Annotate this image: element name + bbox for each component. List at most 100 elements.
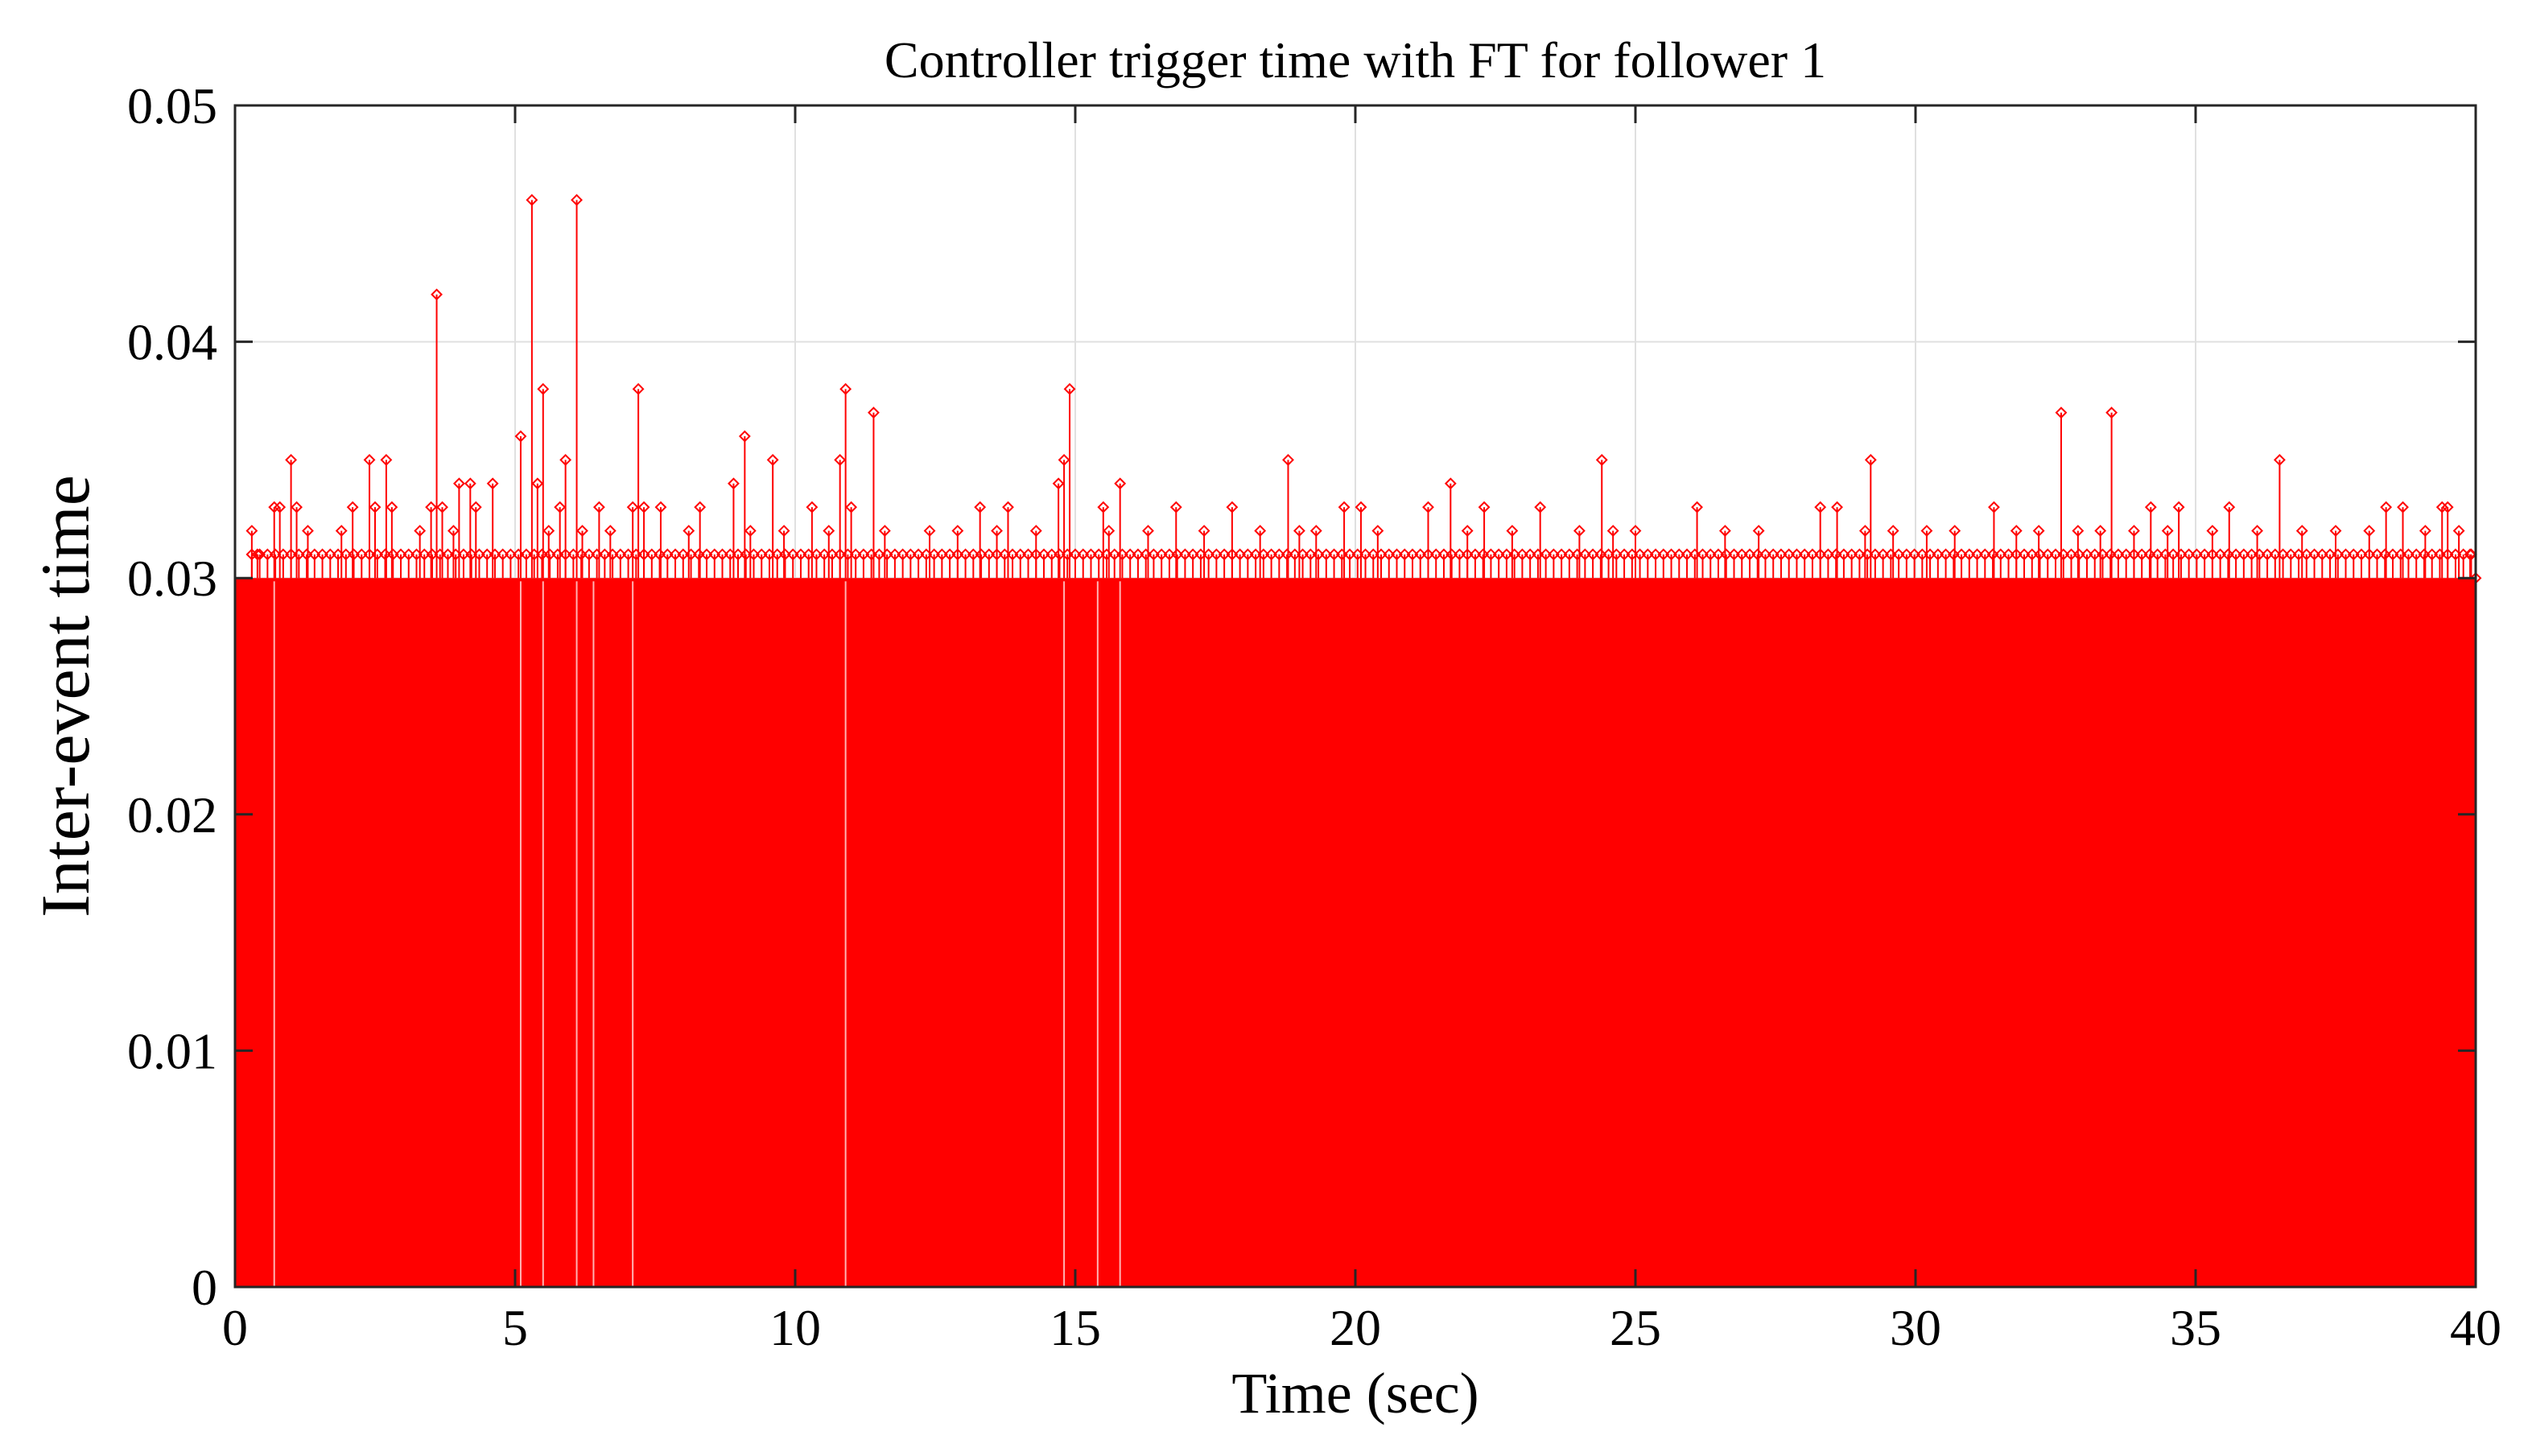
y-tick-label: 0.01 <box>127 1022 217 1079</box>
x-tick-label: 30 <box>1890 1299 1941 1356</box>
baseline-marker <box>1006 548 1019 561</box>
data-point-marker <box>744 525 757 537</box>
data-point-marker <box>1058 453 1070 466</box>
baseline-marker <box>497 548 509 561</box>
baseline-marker <box>1743 548 1756 561</box>
data-point-marker <box>1063 382 1076 395</box>
chart-title: Controller trigger time with FT for foll… <box>885 31 1826 89</box>
data-point-marker <box>766 453 779 466</box>
baseline-marker <box>1672 548 1685 561</box>
baseline-marker <box>1963 548 1976 561</box>
data-point-marker <box>1831 501 1843 514</box>
baseline-marker <box>1908 548 1921 561</box>
data-point-marker <box>1478 501 1491 514</box>
data-point-marker <box>526 194 538 206</box>
data-point-marker <box>868 406 880 419</box>
data-point-marker <box>923 525 936 537</box>
data-point-marker <box>531 477 544 490</box>
baseline-marker <box>755 548 768 561</box>
baseline-marker <box>1783 548 1796 561</box>
baseline-marker <box>1689 548 1701 561</box>
baseline-marker <box>1029 548 1042 561</box>
baseline-marker <box>692 548 705 561</box>
baseline-marker <box>889 548 901 561</box>
baseline-marker <box>629 548 642 561</box>
data-point-marker <box>2206 525 2219 537</box>
data-point-marker <box>834 453 847 466</box>
data-point-marker <box>2055 406 2068 419</box>
baseline-marker <box>2065 548 2077 561</box>
data-point-marker <box>1814 501 1827 514</box>
data-point-marker <box>291 501 303 514</box>
baseline-marker <box>1297 548 1309 561</box>
data-point-marker <box>777 525 790 537</box>
baseline-marker <box>1155 548 1168 561</box>
baseline-marker <box>2410 548 2423 561</box>
baseline-marker <box>2026 548 2039 561</box>
baseline-marker <box>1986 548 1999 561</box>
baseline-marker <box>1367 548 1379 561</box>
baseline-marker <box>654 548 666 561</box>
baseline-marker <box>928 548 941 561</box>
baseline-marker <box>285 548 298 561</box>
data-point-marker <box>951 525 964 537</box>
data-point-marker <box>1920 525 1933 537</box>
baseline-marker <box>1343 548 1356 561</box>
x-tick-label: 15 <box>1050 1299 1101 1356</box>
baseline-marker <box>2081 548 2093 561</box>
baseline-marker <box>1571 548 1584 561</box>
baseline-marker <box>716 548 728 561</box>
baseline-marker <box>2112 548 2125 561</box>
baseline-marker <box>1853 548 1866 561</box>
baseline-marker <box>1280 548 1293 561</box>
baseline-marker <box>1932 548 1944 561</box>
baseline-marker <box>2089 548 2101 561</box>
data-point-marker <box>251 548 264 561</box>
baseline-marker <box>559 548 572 561</box>
baseline-marker <box>1720 548 1733 561</box>
baseline-marker <box>920 548 933 561</box>
baseline-marker <box>1540 548 1553 561</box>
data-point-marker <box>604 525 617 537</box>
baseline-marker <box>292 548 305 561</box>
baseline-marker <box>708 548 721 561</box>
baseline-marker <box>2034 548 2046 561</box>
y-tick-label: 0.03 <box>127 550 217 607</box>
data-point-marker <box>469 501 482 514</box>
data-point-marker <box>2010 525 2023 537</box>
data-point-marker <box>2144 501 2157 514</box>
data-point-marker <box>1103 525 1116 537</box>
baseline-marker <box>1272 548 1285 561</box>
baseline-marker <box>1657 548 1670 561</box>
baseline-marker <box>740 548 753 561</box>
baseline-marker <box>277 548 290 561</box>
data-point-marker <box>447 525 460 537</box>
baseline-marker <box>1375 548 1388 561</box>
y-axis-label: Inter-event time <box>27 475 104 918</box>
baseline-marker <box>2135 548 2148 561</box>
x-tick-label: 20 <box>1330 1299 1381 1356</box>
baseline-marker <box>1884 548 1897 561</box>
baseline-marker <box>1508 548 1521 561</box>
baseline-marker <box>834 548 847 561</box>
baseline-marker <box>2402 548 2415 561</box>
data-point-marker <box>2161 525 2174 537</box>
baseline-marker <box>1132 548 1144 561</box>
data-point-marker <box>1691 501 1703 514</box>
baseline-marker <box>748 548 760 561</box>
data-point-marker <box>1097 501 1110 514</box>
baseline-marker <box>1469 548 1482 561</box>
baseline-marker <box>645 548 658 561</box>
baseline-marker <box>355 548 368 561</box>
baseline-marker <box>261 548 274 561</box>
data-point-marker <box>654 501 667 514</box>
data-point-marker <box>514 430 527 443</box>
baseline-marker <box>2316 548 2328 561</box>
markers-layer <box>245 194 2482 584</box>
baseline-marker <box>2002 548 2015 561</box>
data-point-marker <box>1029 525 1042 537</box>
baseline-marker <box>1061 548 1074 561</box>
baseline-marker <box>402 548 415 561</box>
baseline-marker <box>1351 548 1364 561</box>
